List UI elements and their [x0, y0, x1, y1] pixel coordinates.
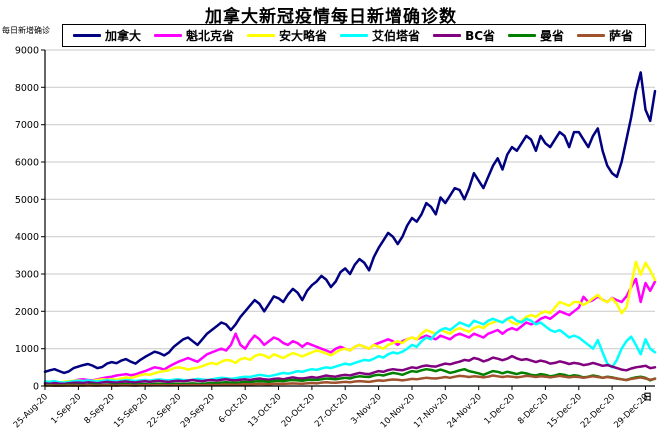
x-tick-label: 15-Dec-20: [546, 392, 584, 430]
y-tick-label: 2000: [15, 307, 39, 318]
legend-label: 曼省: [540, 29, 565, 43]
x-tick-label: 1-Dec-20: [483, 392, 518, 427]
legend-item-5: 曼省: [508, 27, 564, 44]
x-tick-label: 22-Sep-20: [145, 392, 183, 430]
x-tick-label: 20-Oct-20: [280, 392, 317, 429]
series-line-6: [43, 374, 657, 387]
x-tick-label: 24-Nov-20: [446, 392, 484, 430]
legend-swatch-icon: [73, 34, 101, 37]
x-tick-label: 15-Sep-20: [112, 392, 150, 430]
x-axis-title: 日: [643, 392, 652, 403]
legend-swatch-icon: [508, 34, 537, 37]
legend-item-4: BC省: [433, 27, 495, 44]
y-tick-label: 3000: [15, 270, 39, 281]
legend-swatch-icon: [340, 34, 369, 37]
x-tick-label: 6-Oct-20: [217, 392, 250, 425]
series-line-1: [43, 277, 657, 386]
legend-swatch-icon: [247, 34, 276, 37]
x-tick-label: 29-Sep-20: [179, 392, 217, 430]
x-tick-label: 3-Nov-20: [349, 392, 383, 426]
y-tick-label: 9000: [15, 46, 39, 57]
legend-swatch-icon: [433, 34, 462, 37]
legend-label: 魁北克省: [186, 29, 235, 43]
legend-label: 艾伯塔省: [372, 29, 421, 43]
legend-item-3: 艾伯塔省: [340, 27, 420, 44]
series-line-4: [43, 354, 657, 386]
x-tick-label: 25-Aug-20: [12, 392, 50, 430]
legend-item-0: 加拿大: [73, 27, 141, 44]
y-tick-label: 7000: [15, 120, 39, 131]
y-tick-label: 1000: [15, 344, 39, 355]
legend: 加拿大 魁北克省 安大略省 艾伯塔省 BC省 曼省 萨省: [62, 24, 647, 47]
legend-swatch-icon: [577, 34, 606, 37]
x-tick-label: 8-Dec-20: [516, 392, 551, 427]
x-tick-label: 13-Oct-20: [246, 392, 283, 429]
legend-item-2: 安大略省: [247, 27, 327, 44]
series-line-0: [43, 71, 657, 375]
y-tick-label: 5000: [15, 195, 39, 206]
x-tick-label: 17-Nov-20: [412, 392, 450, 430]
y-tick-label: 4000: [15, 232, 39, 243]
y-tick-label: 6000: [15, 158, 39, 169]
legend-swatch-icon: [154, 34, 183, 37]
y-axis-unit-label: 每日新增确诊: [2, 26, 50, 35]
legend-label: 安大略省: [279, 29, 328, 43]
x-tick-label: 1-Sep-20: [49, 392, 83, 426]
legend-label: 萨省: [609, 29, 634, 43]
x-tick-label: 10-Nov-20: [379, 392, 417, 430]
chart-title: 加拿大新冠疫情每日新增确诊数: [205, 7, 457, 27]
legend-label: 加拿大: [105, 29, 142, 43]
y-tick-label: 8000: [15, 83, 39, 94]
y-tick-label: 0: [33, 382, 39, 393]
x-tick-label: 8-Sep-20: [83, 392, 117, 426]
legend-item-6: 萨省: [577, 27, 633, 44]
legend-label: BC省: [465, 29, 496, 43]
series-line-2: [43, 260, 657, 384]
legend-item-1: 魁北克省: [154, 27, 234, 44]
x-tick-label: 27-Oct-20: [313, 392, 350, 429]
x-tick-label: 22-Dec-20: [579, 392, 617, 430]
series-line-3: [43, 315, 657, 384]
